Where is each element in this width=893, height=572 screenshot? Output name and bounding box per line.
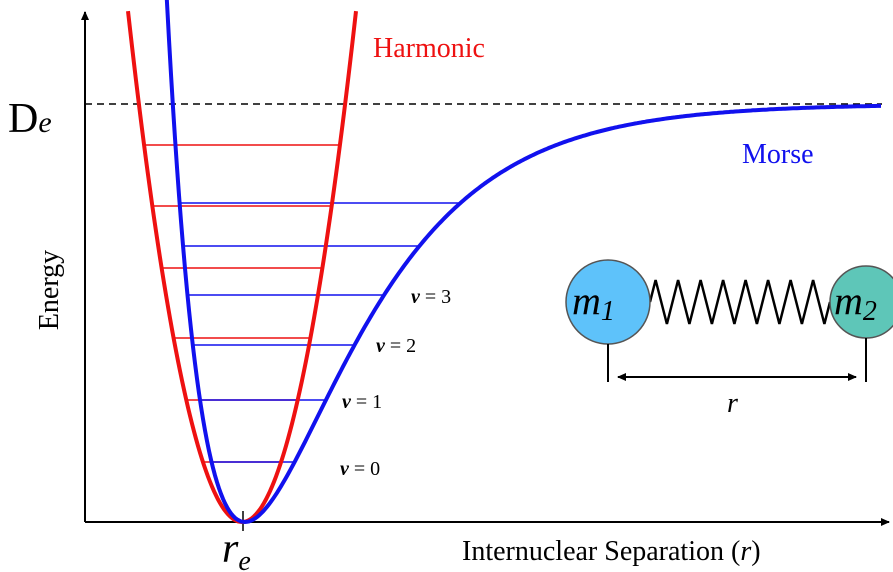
harmonic-curve <box>126 10 358 525</box>
level-label: v = 3 <box>411 286 451 308</box>
morse-label: Morse <box>742 139 814 170</box>
m1-label: m1 <box>572 278 615 327</box>
harmonic-label: Harmonic <box>373 33 485 64</box>
molecule: m1 m2 r <box>565 259 893 419</box>
re-label: re <box>222 526 251 572</box>
spring <box>648 279 832 325</box>
morse-curve <box>164 0 881 525</box>
level-label: v = 0 <box>340 458 380 480</box>
level-label: v = 2 <box>376 335 416 357</box>
x-label: Internuclear Separation (r) <box>462 536 761 567</box>
de-label: De <box>8 96 52 142</box>
m2-label: m2 <box>834 278 877 327</box>
y-label: Energy <box>34 250 65 330</box>
distance-label: r <box>727 388 738 419</box>
level-label: v = 1 <box>342 391 382 413</box>
